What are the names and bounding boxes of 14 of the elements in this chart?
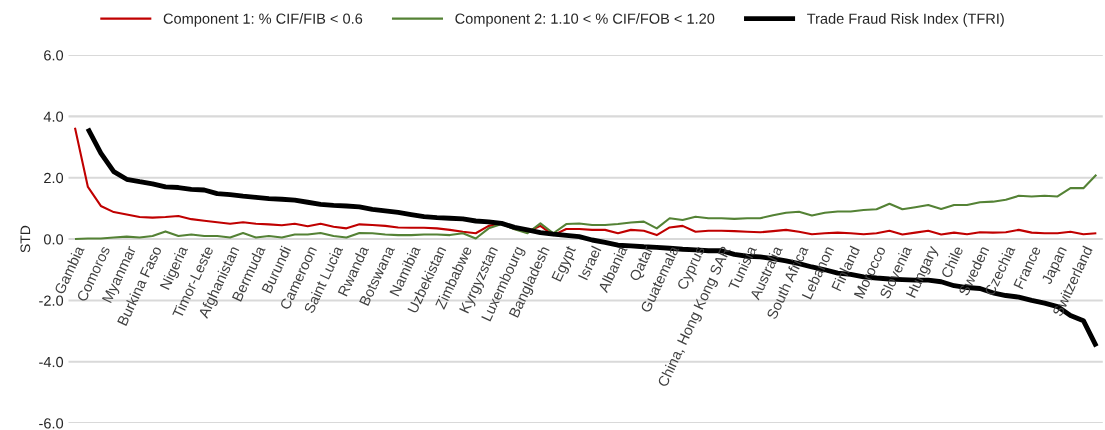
y-tick-label: 6.0: [44, 50, 64, 61]
legend-label: Component 2: 1.10 < % CIF/FOB < 1.20: [455, 13, 715, 27]
y-tick-label: 2.0: [44, 172, 64, 184]
legend-label: Component 1: % CIF/FIB < 0.6: [163, 13, 363, 27]
legend-label: Trade Fraud Risk Index (TFRI): [807, 13, 1004, 27]
line-series: [73, 173, 1098, 241]
y-tick-label: -2.0: [39, 295, 64, 306]
x-tick-label: Israel: [577, 245, 602, 281]
y-tick-label: -6.0: [39, 418, 64, 429]
y-tick-label: -4.0: [39, 356, 64, 368]
y-tick-label: 4.0: [43, 111, 64, 122]
y-axis-title: STD: [20, 225, 31, 253]
y-tick-label: 0.0: [43, 234, 64, 245]
line-series: [73, 126, 1098, 237]
